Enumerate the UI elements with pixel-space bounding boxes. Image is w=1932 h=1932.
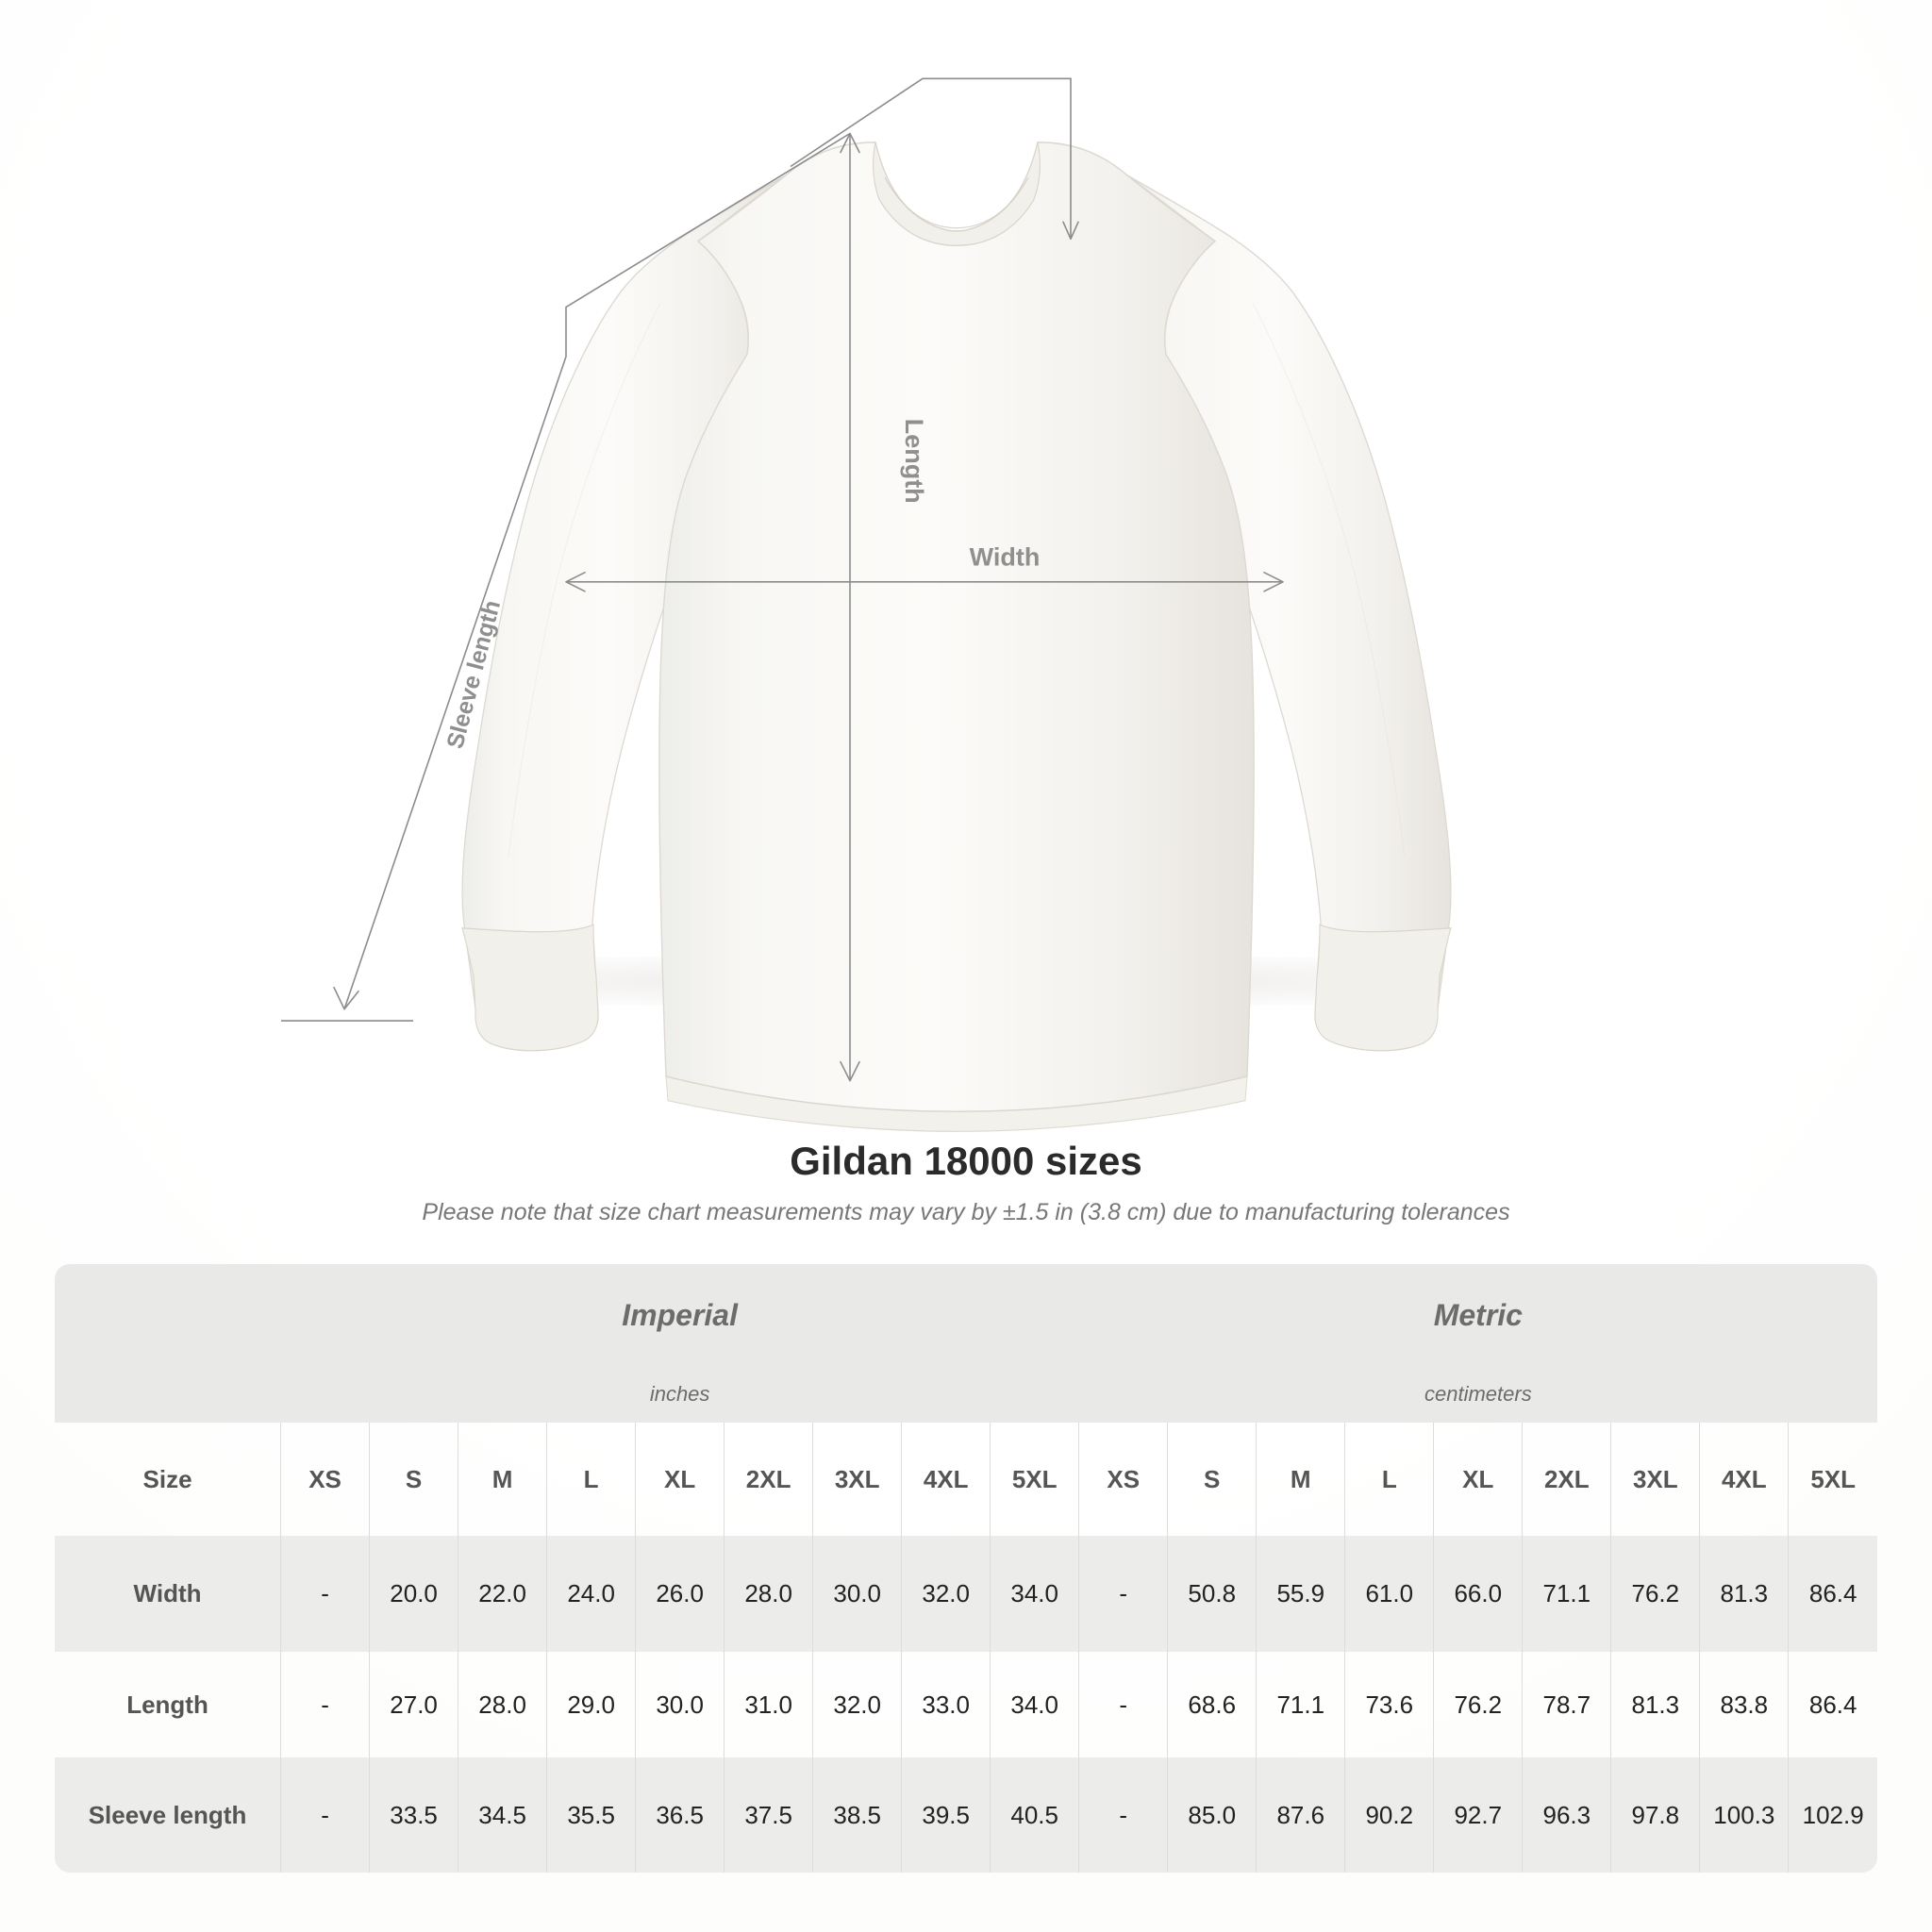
svg-text:Width: Width	[970, 542, 1041, 571]
svg-text:Length: Length	[900, 419, 928, 504]
